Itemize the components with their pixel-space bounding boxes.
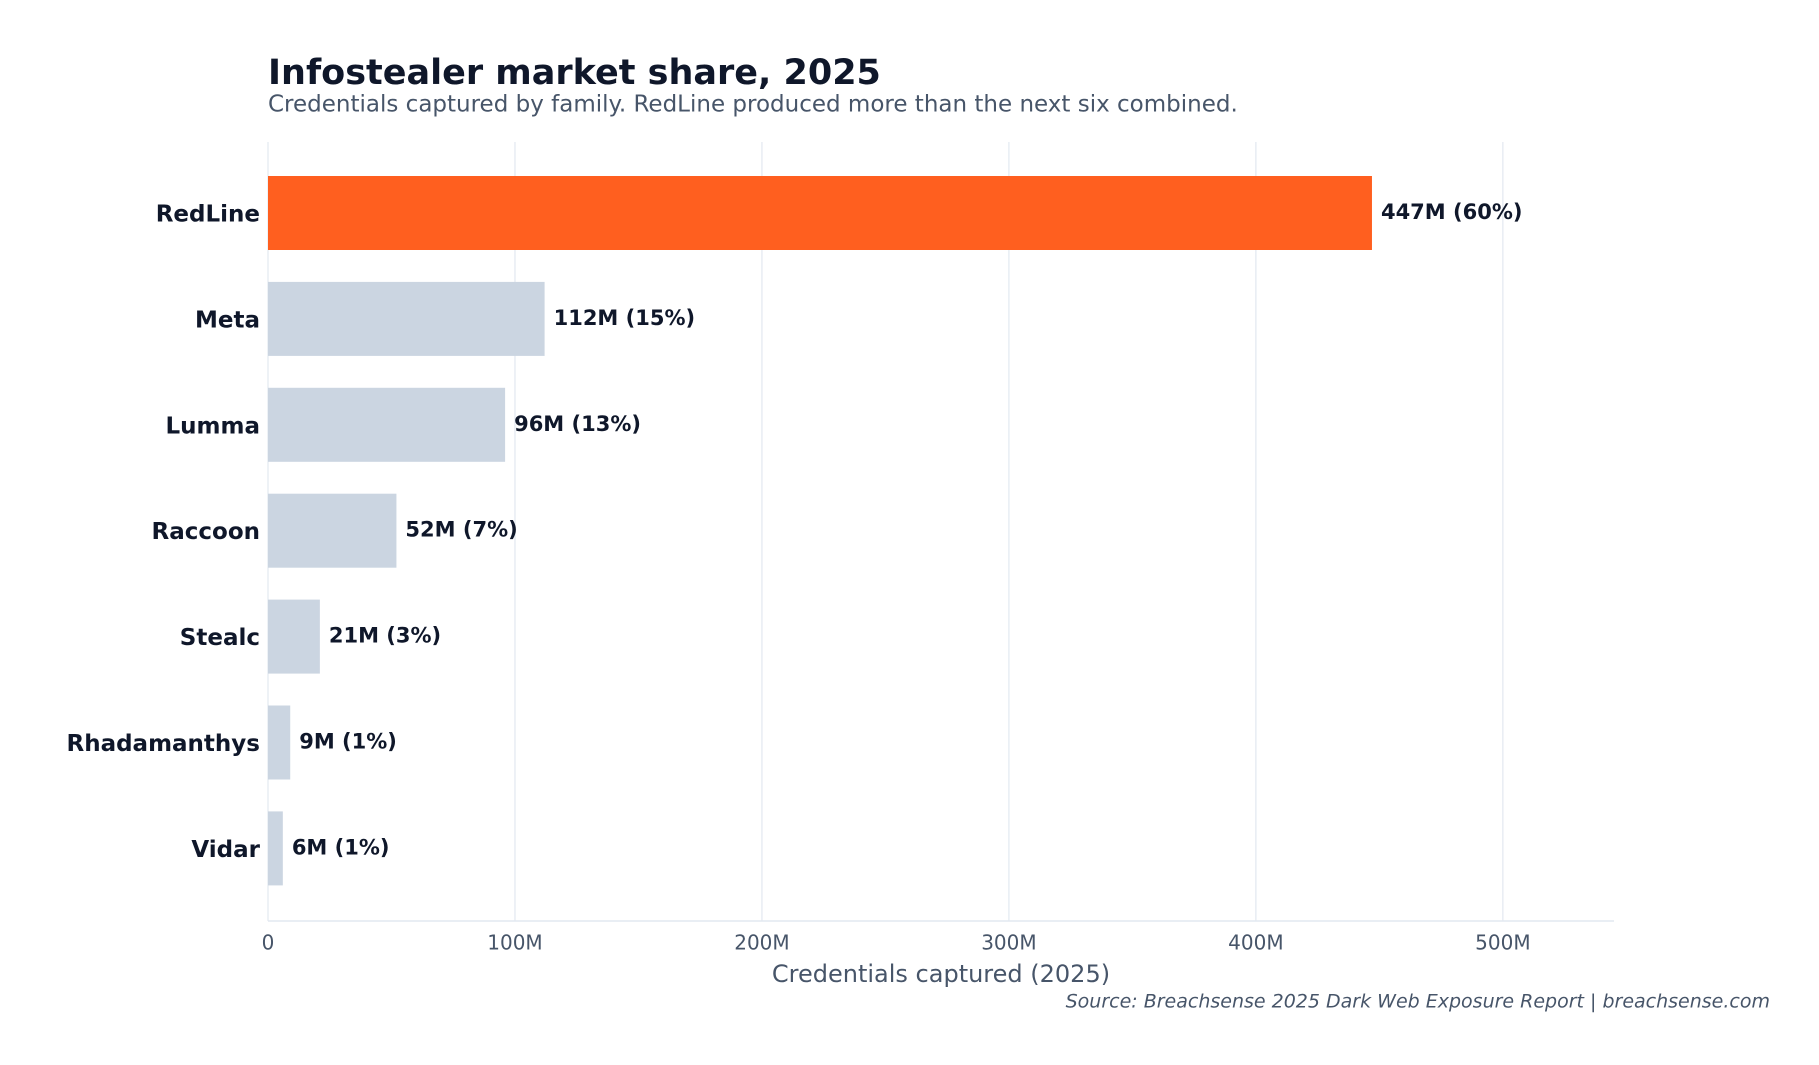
x-tick-label: 500M [1475, 931, 1530, 955]
value-label: 9M (1%) [299, 730, 397, 754]
bar [268, 281, 545, 356]
y-tick-label: Vidar [191, 837, 260, 863]
chart-subtitle: Credentials captured by family. RedLine … [268, 92, 1238, 118]
x-tick-label: 300M [981, 931, 1036, 955]
value-label: 6M (1%) [292, 835, 390, 859]
value-label: 447M (60%) [1381, 200, 1523, 224]
x-tick-label: 100M [487, 931, 542, 955]
value-label: 96M (13%) [514, 412, 641, 436]
chart-title: Infostealer market share, 2025 [268, 53, 881, 93]
bar [268, 493, 397, 568]
x-tick-label: 400M [1228, 931, 1283, 955]
bar [268, 599, 320, 674]
x-tick-label: 0 [262, 931, 275, 955]
value-label: 52M (7%) [405, 518, 517, 542]
value-label: 21M (3%) [329, 624, 441, 648]
bar [268, 387, 506, 462]
bar [268, 705, 291, 780]
y-tick-label: Meta [195, 307, 260, 333]
x-tick-label: 200M [734, 931, 789, 955]
y-tick-label: RedLine [156, 202, 260, 228]
y-tick-label: Rhadamanthys [66, 731, 260, 757]
bar [268, 811, 283, 886]
x-axis-label: Credentials captured (2025) [772, 960, 1110, 988]
value-label: 112M (15%) [554, 306, 696, 330]
bar [268, 176, 1372, 250]
y-tick-label: Raccoon [152, 519, 260, 545]
y-tick-label: Lumma [166, 413, 260, 439]
source-note: Source: Breachsense 2025 Dark Web Exposu… [1066, 991, 1770, 1013]
y-tick-label: Stealc [180, 625, 260, 651]
